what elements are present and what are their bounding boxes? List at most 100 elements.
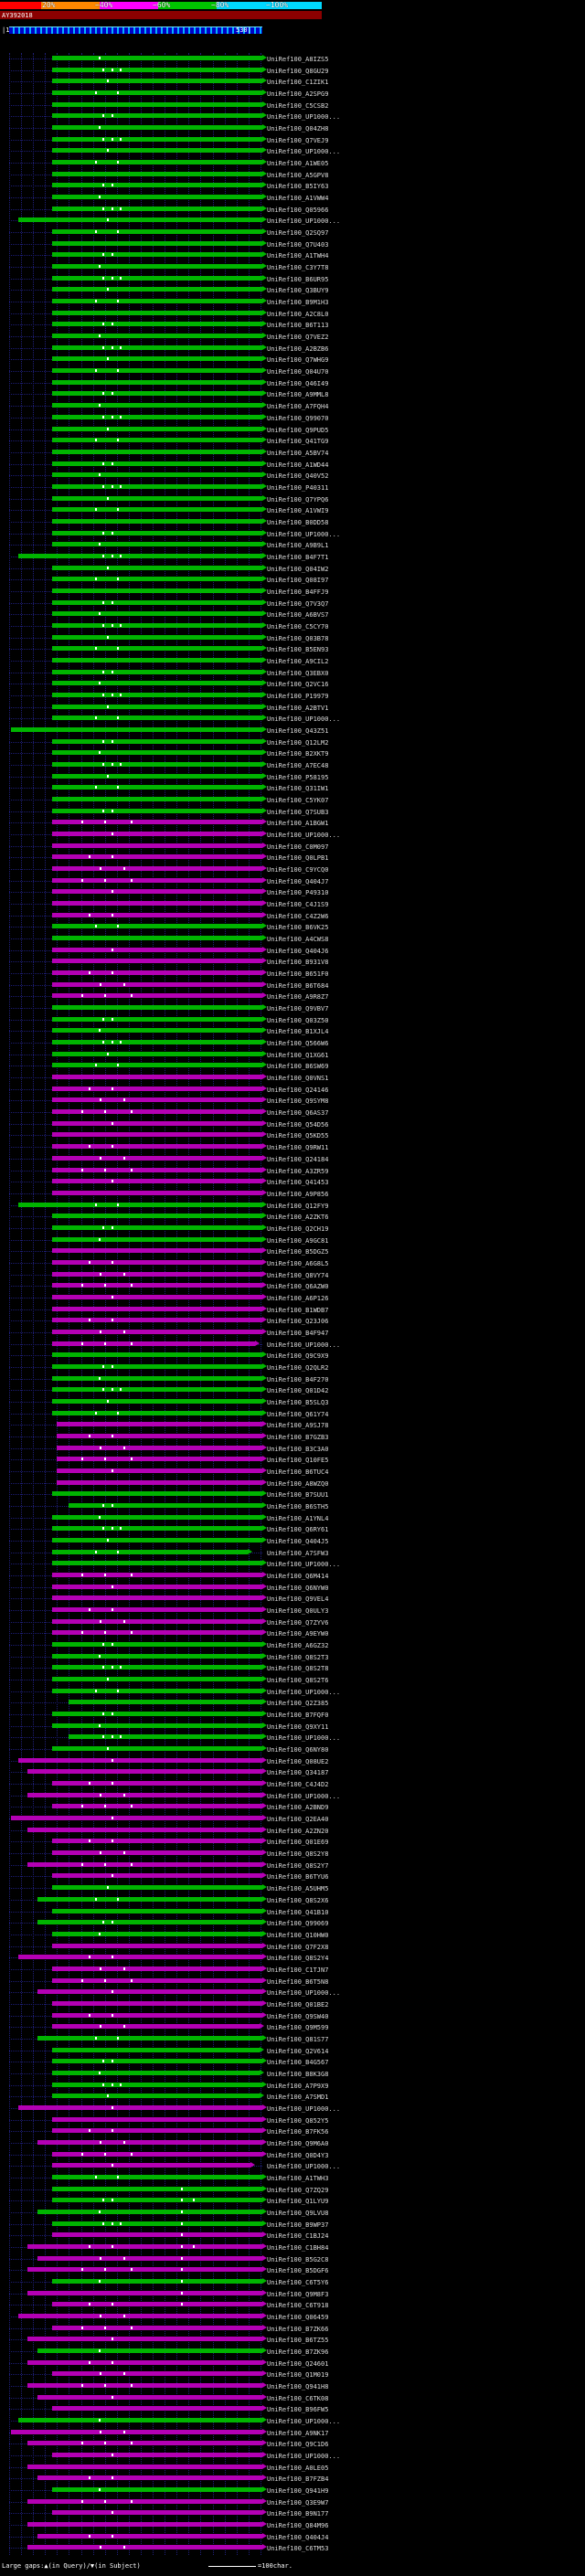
hit-bar[interactable] bbox=[51, 355, 267, 362]
hit-bar[interactable] bbox=[51, 228, 267, 235]
hit-label[interactable]: UniRef100_B7FZB4 bbox=[267, 2475, 329, 2484]
hit-label[interactable]: UniRef100_Q31IW1 bbox=[267, 785, 329, 793]
hit-bar[interactable] bbox=[51, 691, 267, 697]
hit-label[interactable]: UniRef100_A1VWI9 bbox=[267, 507, 329, 515]
hit-bar[interactable] bbox=[27, 2266, 267, 2273]
hit-label[interactable]: UniRef100_Q05966 bbox=[267, 206, 329, 214]
hit-label[interactable]: UniRef100_Q7ZYV6 bbox=[267, 1618, 329, 1627]
hit-bar[interactable] bbox=[51, 2058, 267, 2064]
hit-label[interactable]: UniRef100_Q9LVU8 bbox=[267, 2209, 329, 2217]
hit-label[interactable]: UniRef100_UP1000... bbox=[267, 716, 341, 724]
hit-label[interactable]: UniRef100_Q81S77 bbox=[267, 2035, 329, 2043]
hit-bar[interactable] bbox=[51, 517, 267, 524]
hit-label[interactable]: UniRef100_UP1000... bbox=[267, 2104, 341, 2113]
hit-label[interactable]: UniRef100_C6T5Y6 bbox=[267, 2279, 329, 2286]
hit-label[interactable]: UniRef100_A9SJ78 bbox=[267, 1422, 329, 1430]
hit-bar[interactable] bbox=[37, 1988, 267, 1995]
hit-label[interactable]: UniRef100_UP1000... bbox=[267, 1989, 341, 1998]
hit-bar[interactable] bbox=[51, 2486, 267, 2493]
hit-bar[interactable] bbox=[27, 2521, 267, 2528]
hit-label[interactable]: UniRef100_Q8VY74 bbox=[267, 1271, 329, 1279]
hit-label[interactable]: UniRef100_UP1000... bbox=[267, 2163, 341, 2171]
hit-bar[interactable] bbox=[51, 286, 267, 292]
hit-bar[interactable] bbox=[27, 2359, 267, 2365]
hit-label[interactable]: UniRef100_A2BND9 bbox=[267, 1804, 329, 1812]
hit-bar[interactable] bbox=[51, 1907, 267, 1913]
hit-label[interactable]: UniRef100_UP1000... bbox=[267, 530, 341, 538]
hit-bar[interactable] bbox=[51, 1131, 267, 1138]
hit-bar[interactable] bbox=[51, 970, 267, 976]
hit-label[interactable]: UniRef100_B6T684 bbox=[267, 981, 329, 990]
hit-bar[interactable] bbox=[68, 1699, 267, 1705]
hit-label[interactable]: UniRef100_C4J1S9 bbox=[267, 901, 329, 909]
hit-label[interactable]: UniRef100_Q01E69 bbox=[267, 1839, 329, 1847]
hit-bar[interactable] bbox=[51, 135, 267, 142]
hit-label[interactable]: UniRef100_B4F270 bbox=[267, 1375, 329, 1383]
hit-bar[interactable] bbox=[51, 1513, 267, 1520]
hit-label[interactable]: UniRef100_B7FQF0 bbox=[267, 1712, 329, 1720]
hit-label[interactable]: UniRef100_A1VWW4 bbox=[267, 195, 329, 203]
hit-label[interactable]: UniRef100_Q84M96 bbox=[267, 2522, 329, 2530]
hit-label[interactable]: UniRef100_Q2V614 bbox=[267, 2047, 329, 2055]
hit-bar[interactable] bbox=[27, 1826, 267, 1832]
hit-label[interactable]: UniRef100_Q3EBX0 bbox=[267, 669, 329, 677]
hit-bar[interactable] bbox=[27, 2336, 267, 2342]
hit-label[interactable]: UniRef100_Q03B78 bbox=[267, 634, 329, 642]
hit-label[interactable]: UniRef100_Q2QLR2 bbox=[267, 1363, 329, 1372]
hit-bar[interactable] bbox=[27, 2242, 267, 2249]
hit-label[interactable]: UniRef100_B5EN93 bbox=[267, 646, 329, 654]
hit-bar[interactable] bbox=[51, 263, 267, 270]
hit-bar[interactable] bbox=[51, 1027, 267, 1034]
hit-label[interactable]: UniRef100_Q9SW40 bbox=[267, 2012, 329, 2020]
hit-label[interactable]: UniRef100_B6T113 bbox=[267, 322, 329, 330]
hit-label[interactable]: UniRef100_A9P856 bbox=[267, 1190, 329, 1198]
hit-label[interactable]: UniRef100_C6T918 bbox=[267, 2302, 329, 2310]
hit-label[interactable]: UniRef100_B9WP37 bbox=[267, 2221, 329, 2229]
hit-bar[interactable] bbox=[51, 2011, 267, 2018]
hit-bar[interactable] bbox=[51, 1803, 267, 1809]
hit-bar[interactable] bbox=[51, 599, 267, 605]
hit-bar[interactable] bbox=[11, 2428, 267, 2434]
hit-bar[interactable] bbox=[27, 1768, 267, 1775]
hit-label[interactable]: UniRef100_Q0VNS1 bbox=[267, 1075, 329, 1083]
hit-bar[interactable] bbox=[51, 2185, 267, 2191]
hit-bar[interactable] bbox=[56, 1467, 267, 1473]
hit-label[interactable]: UniRef100_A6P126 bbox=[267, 1294, 329, 1302]
hit-bar[interactable] bbox=[51, 680, 267, 686]
hit-bar[interactable] bbox=[51, 1039, 267, 1045]
hit-label[interactable]: UniRef100_Q2EA40 bbox=[267, 1816, 329, 1824]
hit-label[interactable]: UniRef100_P19979 bbox=[267, 692, 329, 700]
hit-label[interactable]: UniRef100_B96FW5 bbox=[267, 2406, 329, 2414]
hit-label[interactable]: UniRef100_Q404J5 bbox=[267, 1538, 329, 1545]
hit-label[interactable]: UniRef100_UP1000... bbox=[267, 1734, 341, 1743]
hit-label[interactable]: UniRef100_B6SW69 bbox=[267, 1063, 329, 1071]
hit-label[interactable]: UniRef100_C3Y7T8 bbox=[267, 264, 329, 272]
hit-bar[interactable] bbox=[51, 448, 267, 454]
hit-label[interactable]: UniRef100_A2ZN20 bbox=[267, 1827, 329, 1835]
hit-bar[interactable] bbox=[51, 610, 267, 617]
hit-bar[interactable] bbox=[51, 1224, 267, 1230]
hit-label[interactable]: UniRef100_Q404J7 bbox=[267, 877, 329, 885]
hit-label[interactable]: UniRef100_Q2Z385 bbox=[267, 1700, 329, 1708]
hit-bar[interactable] bbox=[51, 1340, 261, 1346]
hit-bar[interactable] bbox=[51, 1745, 267, 1752]
hit-label[interactable]: UniRef100_B7GZB3 bbox=[267, 1433, 329, 1441]
hit-bar[interactable] bbox=[27, 1860, 267, 1867]
hit-label[interactable]: UniRef100_B5SLQ3 bbox=[267, 1398, 329, 1406]
hit-label[interactable]: UniRef100_Q7YPQ6 bbox=[267, 495, 329, 504]
hit-label[interactable]: UniRef100_Q04IW2 bbox=[267, 565, 329, 573]
hit-bar[interactable] bbox=[17, 2313, 267, 2319]
hit-bar[interactable] bbox=[51, 2069, 265, 2075]
hit-bar[interactable] bbox=[17, 1954, 267, 1960]
hit-label[interactable]: UniRef100_Q34187 bbox=[267, 1769, 329, 1777]
hit-label[interactable]: UniRef100_A1WD44 bbox=[267, 461, 329, 469]
hit-label[interactable]: UniRef100_Q6NYW0 bbox=[267, 1584, 329, 1592]
hit-bar[interactable] bbox=[51, 541, 267, 547]
hit-bar[interactable] bbox=[51, 1999, 267, 2006]
hit-bar[interactable] bbox=[51, 344, 267, 350]
hit-bar[interactable] bbox=[51, 2046, 265, 2052]
hit-label[interactable]: UniRef100_Q8S2X6 bbox=[267, 1896, 329, 1904]
hit-bar[interactable] bbox=[51, 842, 267, 848]
hit-bar[interactable] bbox=[51, 529, 267, 535]
hit-label[interactable]: UniRef100_Q404J4 bbox=[267, 2533, 329, 2541]
